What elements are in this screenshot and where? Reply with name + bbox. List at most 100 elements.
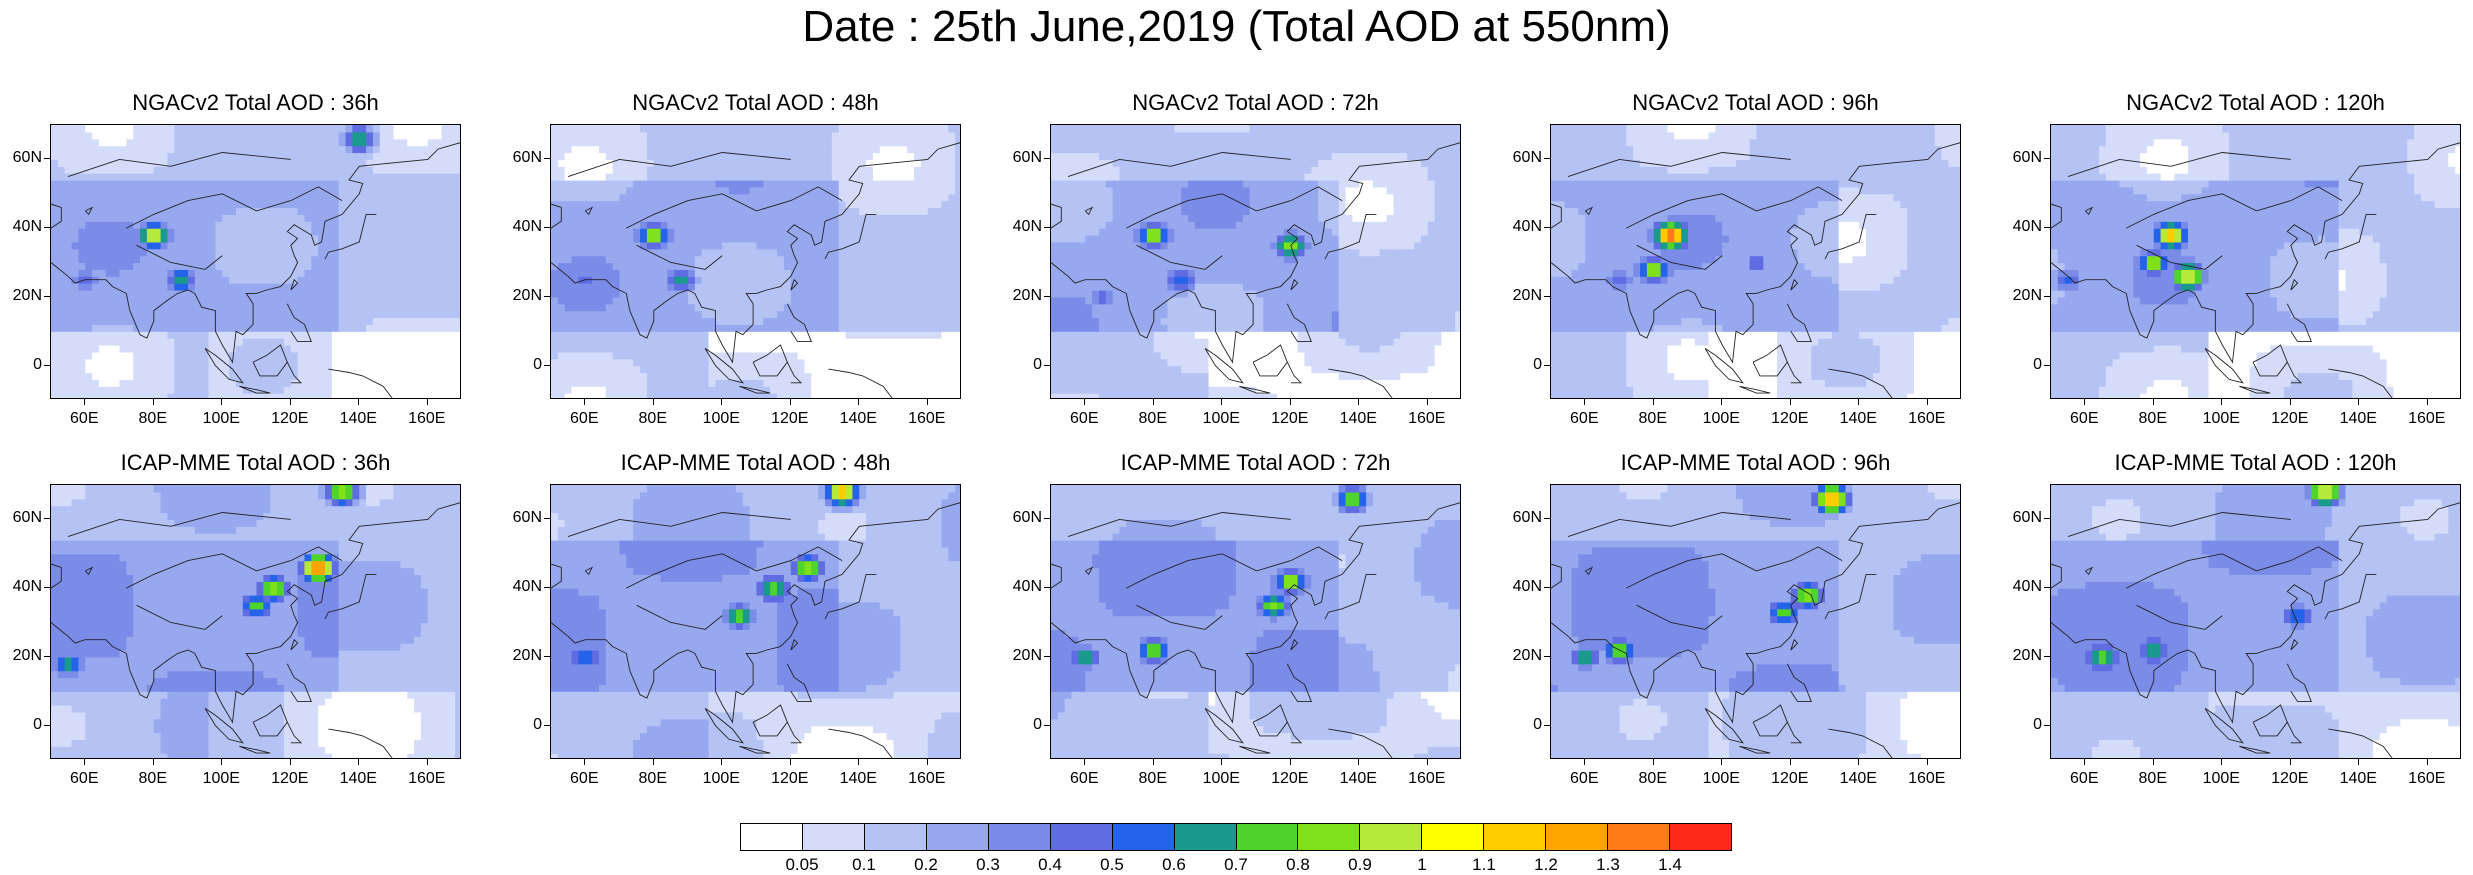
aod-cell	[455, 366, 461, 373]
aod-cell	[654, 379, 661, 386]
aod-cell	[72, 201, 79, 208]
aod-cell	[955, 276, 961, 283]
aod-cell	[763, 318, 770, 325]
aod-cell	[750, 159, 757, 166]
aod-cell	[1058, 304, 1065, 311]
aod-cell	[394, 194, 401, 201]
aod-cell	[873, 331, 880, 338]
aod-cell	[592, 214, 599, 221]
aod-cell	[126, 379, 133, 386]
aod-cell	[181, 352, 188, 359]
aod-cell	[51, 235, 58, 242]
aod-cell	[448, 159, 455, 166]
aod-cell	[1051, 345, 1058, 352]
aod-cell	[277, 187, 284, 194]
aod-cell	[647, 304, 654, 311]
aod-cell	[387, 311, 394, 318]
aod-cell	[120, 153, 127, 160]
aod-cell	[311, 297, 318, 304]
aod-cell	[695, 214, 702, 221]
aod-cell	[572, 139, 579, 146]
aod-heatmap	[1051, 125, 1461, 399]
aod-cell	[407, 311, 414, 318]
aod-cell	[448, 214, 455, 221]
aod-cell	[606, 338, 613, 345]
aod-cell	[743, 125, 750, 132]
aod-cell	[195, 208, 202, 215]
aod-cell	[78, 269, 85, 276]
aod-cell	[914, 352, 921, 359]
aod-cell	[578, 373, 585, 380]
aod-cell	[907, 386, 914, 393]
aod-cell	[866, 242, 873, 249]
aod-cell	[373, 201, 380, 208]
aod-cell	[236, 283, 243, 290]
aod-cell	[441, 324, 448, 331]
aod-cell	[284, 373, 291, 380]
aod-cell	[654, 290, 661, 297]
aod-cell	[702, 324, 709, 331]
aod-cell	[120, 194, 127, 201]
aod-cell	[209, 366, 216, 373]
aod-cell	[620, 297, 627, 304]
aod-cell	[722, 159, 729, 166]
aod-cell	[681, 311, 688, 318]
aod-cell	[174, 297, 181, 304]
aod-cell	[1058, 146, 1065, 153]
aod-cell	[757, 311, 764, 318]
aod-cell	[852, 132, 859, 139]
aod-cell	[846, 256, 853, 263]
aod-cell	[455, 304, 461, 311]
aod-cell	[578, 386, 585, 393]
aod-cell	[147, 304, 154, 311]
aod-cell	[626, 249, 633, 256]
aod-cell	[126, 386, 133, 393]
aod-cell	[928, 324, 935, 331]
aod-cell	[880, 242, 887, 249]
aod-cell	[818, 393, 825, 399]
aod-cell	[428, 139, 435, 146]
aod-cell	[873, 153, 880, 160]
aod-cell	[565, 139, 572, 146]
aod-cell	[811, 345, 818, 352]
aod-cell	[674, 283, 681, 290]
aod-cell	[709, 242, 716, 249]
aod-cell	[407, 166, 414, 173]
aod-cell	[270, 331, 277, 338]
aod-cell	[948, 173, 955, 180]
aod-cell	[620, 345, 627, 352]
aod-cell	[455, 263, 461, 270]
aod-cell	[729, 180, 736, 187]
aod-cell	[291, 201, 298, 208]
aod-cell	[804, 194, 811, 201]
aod-cell	[325, 373, 332, 380]
aod-cell	[1065, 276, 1072, 283]
aod-cell	[695, 194, 702, 201]
aod-cell	[626, 359, 633, 366]
aod-cell	[722, 283, 729, 290]
lon-tick-label: 100E	[696, 410, 746, 428]
aod-cell	[715, 276, 722, 283]
aod-cell	[352, 366, 359, 373]
aod-cell	[702, 180, 709, 187]
aod-cell	[798, 276, 805, 283]
aod-cell	[681, 194, 688, 201]
aod-cell	[332, 276, 339, 283]
aod-cell	[421, 132, 428, 139]
aod-cell	[78, 379, 85, 386]
aod-cell	[791, 393, 798, 399]
aod-cell	[661, 173, 668, 180]
aod-cell	[928, 214, 935, 221]
aod-cell	[51, 242, 58, 249]
aod-cell	[161, 324, 168, 331]
aod-cell	[640, 297, 647, 304]
aod-cell	[332, 318, 339, 325]
aod-cell	[195, 359, 202, 366]
aod-cell	[215, 276, 222, 283]
aod-cell	[332, 345, 339, 352]
aod-cell	[880, 235, 887, 242]
aod-cell	[695, 201, 702, 208]
aod-cell	[674, 208, 681, 215]
aod-cell	[743, 318, 750, 325]
aod-cell	[558, 256, 565, 263]
